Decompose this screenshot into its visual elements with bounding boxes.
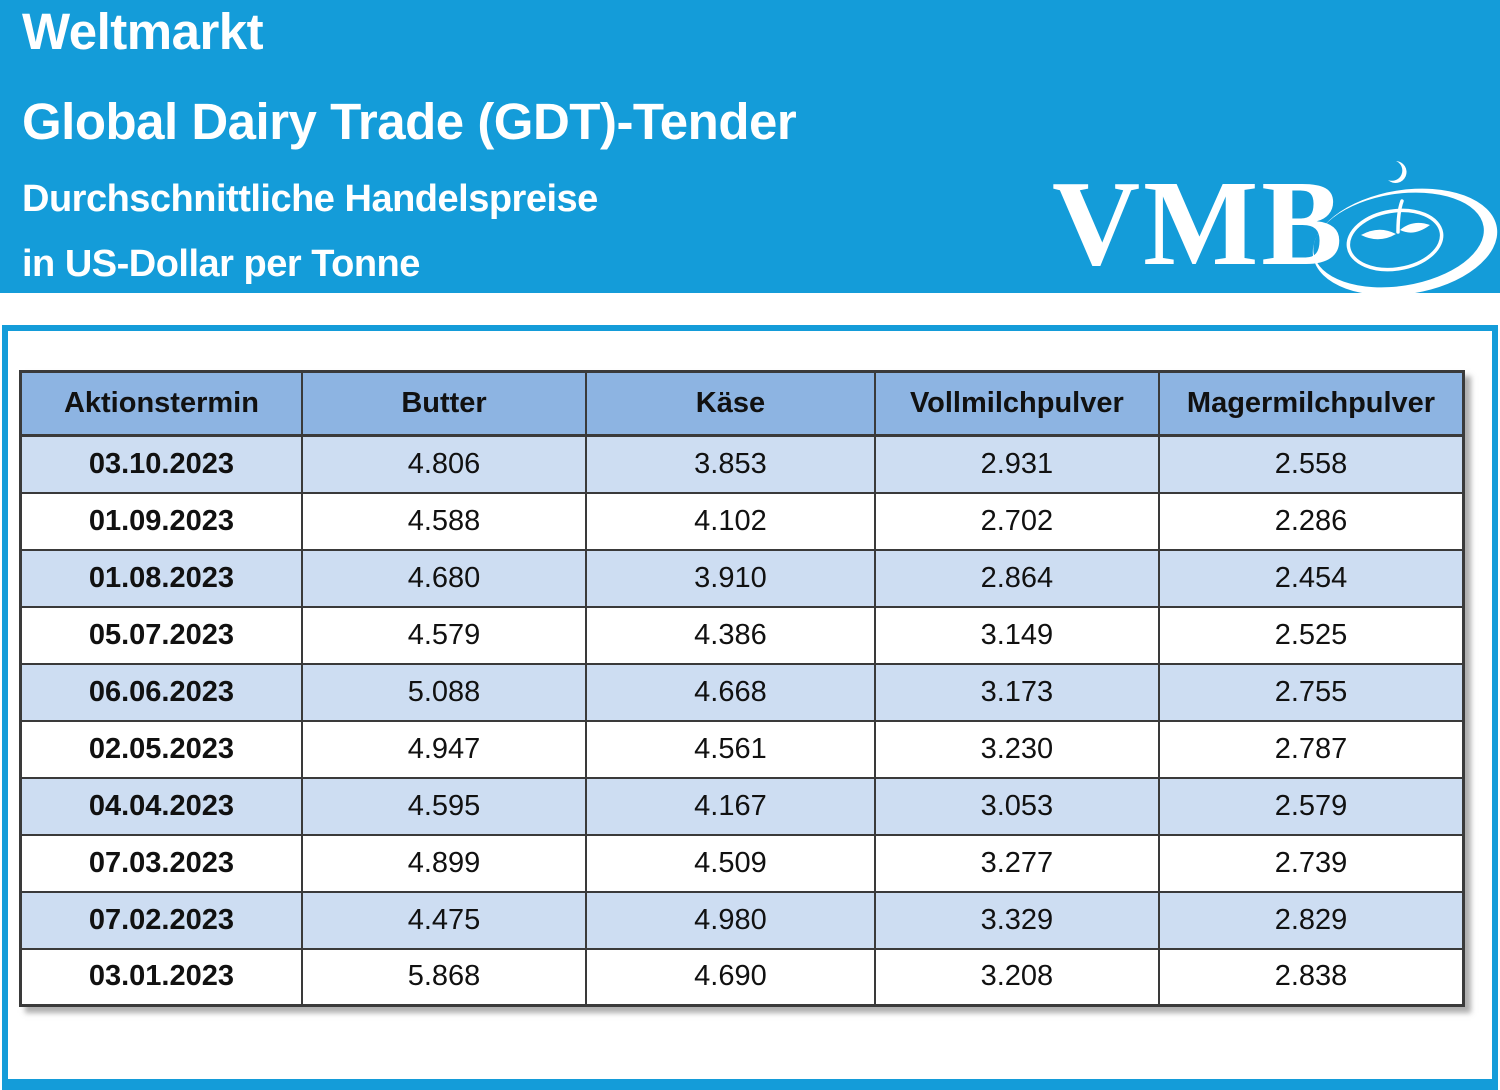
price-cell: 2.829: [1158, 890, 1465, 950]
price-cell: 4.668: [585, 662, 876, 722]
date-cell: 02.05.2023: [19, 719, 303, 779]
price-cell: 2.579: [1158, 776, 1465, 836]
price-cell: 4.102: [585, 491, 876, 551]
price-cell: 4.579: [300, 605, 588, 665]
logo-inner-ellipse: [1346, 208, 1444, 272]
column-header: Butter: [300, 370, 588, 437]
price-cell: 4.947: [300, 719, 588, 779]
page-title: Weltmarkt: [22, 3, 264, 60]
date-cell: 07.03.2023: [19, 833, 303, 893]
seedling-stem-icon: [1396, 199, 1404, 234]
price-cell: 4.680: [300, 548, 588, 608]
date-cell: 04.04.2023: [19, 776, 303, 836]
vmb-logo-emblem: [1312, 161, 1498, 296]
price-cell: 4.595: [300, 776, 588, 836]
content-frame: Aktionstermin Butter Käse Vollmilchpulver Ma…: [2, 325, 1498, 1090]
table-body: 03.10.2023 4.806 3.853 2.931 2.558 01.09.2023…: [19, 434, 1465, 1007]
price-cell: 4.167: [585, 776, 876, 836]
table-row: 03.10.2023 4.806 3.853 2.931 2.558: [19, 434, 1465, 494]
price-cell: 3.149: [873, 605, 1161, 665]
price-cell: 2.755: [1158, 662, 1465, 722]
price-cell: 3.230: [873, 719, 1161, 779]
table-row: 02.05.2023 4.947 4.561 3.230 2.787: [19, 719, 1465, 779]
date-cell: 05.07.2023: [19, 605, 303, 665]
logo-swoosh-ring: [1312, 188, 1498, 296]
price-cell: 3.277: [873, 833, 1161, 893]
date-cell: 01.09.2023: [19, 491, 303, 551]
column-header: Aktionstermin: [19, 370, 303, 437]
price-cell: 2.454: [1158, 548, 1465, 608]
price-cell: 4.509: [585, 833, 876, 893]
price-cell: 3.853: [585, 434, 876, 494]
price-cell: 3.208: [873, 947, 1161, 1007]
price-cell: 5.868: [300, 947, 588, 1007]
price-cell: 4.386: [585, 605, 876, 665]
price-cell: 2.838: [1158, 947, 1465, 1007]
table-header-row: Aktionstermin Butter Käse Vollmilchpulver Ma…: [19, 370, 1465, 437]
seedling-left-leaf-icon: [1361, 229, 1396, 240]
seedling-right-leaf-icon: [1400, 222, 1430, 233]
price-cell: 4.561: [585, 719, 876, 779]
date-cell: 07.02.2023: [19, 890, 303, 950]
price-cell: 4.588: [300, 491, 588, 551]
table-row: 05.07.2023 4.579 4.386 3.149 2.525: [19, 605, 1465, 665]
price-cell: 2.931: [873, 434, 1161, 494]
table-row: 01.08.2023 4.680 3.910 2.864 2.454: [19, 548, 1465, 608]
date-cell: 01.08.2023: [19, 548, 303, 608]
table-row: 07.02.2023 4.475 4.980 3.329 2.829: [19, 890, 1465, 950]
price-cell: 3.329: [873, 890, 1161, 950]
table-row: 01.09.2023 4.588 4.102 2.702 2.286: [19, 491, 1465, 551]
table-row: 04.04.2023 4.595 4.167 3.053 2.579: [19, 776, 1465, 836]
table-row: 07.03.2023 4.899 4.509 3.277 2.739: [19, 833, 1465, 893]
price-cell: 4.806: [300, 434, 588, 494]
table-row: 03.01.2023 5.868 4.690 3.208 2.838: [19, 947, 1465, 1007]
subtitle-prices: Durchschnittliche Handelspreise: [22, 178, 598, 220]
price-cell: 2.558: [1158, 434, 1465, 494]
price-cell: 2.739: [1158, 833, 1465, 893]
subtitle-unit: in US-Dollar per Tonne: [22, 243, 420, 285]
price-cell: 4.899: [300, 833, 588, 893]
price-cell: 4.690: [585, 947, 876, 1007]
price-cell: 4.980: [585, 890, 876, 950]
price-cell: 2.864: [873, 548, 1161, 608]
column-header: Vollmilchpulver: [873, 370, 1161, 437]
column-header: Magermilchpulver: [1158, 370, 1465, 437]
price-cell: 5.088: [300, 662, 588, 722]
price-cell: 2.286: [1158, 491, 1465, 551]
date-cell: 03.10.2023: [19, 434, 303, 494]
vmb-logo-text: VMB: [1052, 156, 1346, 291]
table-row: 06.06.2023 5.088 4.668 3.173 2.755: [19, 662, 1465, 722]
price-cell: 3.053: [873, 776, 1161, 836]
price-cell: 3.173: [873, 662, 1161, 722]
price-table: Aktionstermin Butter Käse Vollmilchpulver Ma…: [19, 370, 1465, 1007]
date-cell: 03.01.2023: [19, 947, 303, 1007]
date-cell: 06.06.2023: [19, 662, 303, 722]
crescent-moon-icon: [1388, 161, 1407, 183]
price-cell: 3.910: [585, 548, 876, 608]
price-cell: 4.475: [300, 890, 588, 950]
page-title-gdt: Global Dairy Trade (GDT)-Tender: [22, 93, 797, 150]
price-cell: 2.702: [873, 491, 1161, 551]
price-cell: 2.787: [1158, 719, 1465, 779]
column-header: Käse: [585, 370, 876, 437]
price-cell: 2.525: [1158, 605, 1465, 665]
header-banner: Weltmarkt Global Dairy Trade (GDT)-Tende…: [0, 0, 1500, 296]
